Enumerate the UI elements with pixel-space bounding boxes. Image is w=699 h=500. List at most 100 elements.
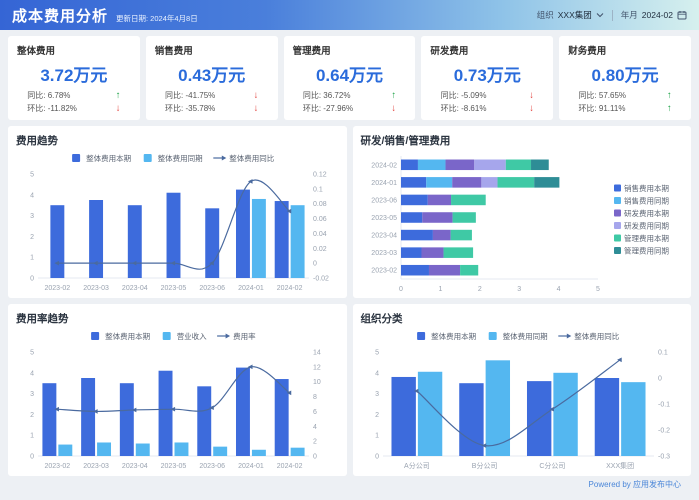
legend-item[interactable]: 整体费用同期 (143, 153, 203, 163)
axis-label: 营业收入 (177, 331, 207, 341)
bar-segment[interactable] (417, 159, 446, 171)
org-category-chart[interactable]: 0 1 2 3 4 5 -0.3 -0.2 -0.1 0 0.1 A分公司 B分公司 C分公司 XXX集团 整… (361, 328, 684, 472)
bar-segment[interactable] (425, 177, 452, 188)
legend-item[interactable]: 整体费用同比 (557, 331, 619, 341)
bar-segment[interactable] (400, 159, 418, 171)
trend-arrow-icon: ↓ (391, 102, 397, 114)
legend-item[interactable]: 销售费用本期 (613, 183, 669, 193)
legend-item[interactable]: 研发费用同期 (613, 221, 669, 231)
bar[interactable] (166, 192, 181, 278)
rd-sales-admin-chart[interactable]: 0 1 2 3 4 5 2024-02 2024-01 2023-06 2023-05 2023-0… (361, 150, 684, 294)
axis-label: 2023-04 (122, 285, 148, 292)
axis-label: 整体费用同比 (229, 153, 274, 163)
legend-item[interactable]: 费用率 (217, 331, 256, 341)
legend-item[interactable]: 销售费用同期 (613, 196, 669, 206)
bar[interactable] (42, 383, 57, 456)
axis-label: 2023-04 (122, 463, 148, 470)
axis-label: 4 (556, 286, 560, 293)
axis-label: 0.04 (313, 231, 327, 238)
kpi-label: 研发费用 (430, 46, 469, 57)
bar-segment[interactable] (421, 212, 453, 223)
bar[interactable] (81, 378, 96, 456)
bar-segment[interactable] (480, 177, 498, 188)
bar[interactable] (552, 372, 578, 456)
bar[interactable] (58, 444, 73, 456)
bar[interactable] (594, 378, 619, 456)
bar[interactable] (485, 360, 510, 456)
bar-segment[interactable] (452, 212, 476, 223)
bar-segment[interactable] (530, 159, 549, 171)
kpi-value: 0.43万元 (178, 66, 246, 85)
bar[interactable] (97, 442, 112, 456)
bar-segment[interactable] (443, 247, 473, 258)
bar-segment[interactable] (420, 247, 444, 258)
legend-item[interactable]: 研发费用本期 (613, 208, 669, 218)
bar[interactable] (274, 379, 289, 456)
axis-label: 2023-05 (161, 463, 187, 470)
bar-segment[interactable] (400, 194, 428, 206)
bar[interactable] (251, 198, 266, 278)
bar[interactable] (50, 205, 65, 278)
legend-item[interactable]: 整体费用本期 (72, 153, 131, 163)
legend-item[interactable]: 整体费用同比 (213, 153, 275, 163)
axis-label: 2024-02 (277, 285, 303, 292)
expense-trend-chart[interactable]: 0 1 2 3 4 5 -0.02 0 0.02 0.04 0.06 0.08 0.1 0.12 2023-… (16, 150, 339, 294)
bar[interactable] (290, 447, 305, 456)
bar-segment[interactable] (400, 247, 421, 258)
bar[interactable] (89, 200, 104, 278)
expense-rate-trend-chart[interactable]: 0 1 2 3 4 5 0 2 4 6 8 10 12 14 2023-02 2023-03 2023-04 20… (16, 328, 339, 472)
legend-item[interactable]: 管理费用本期 (613, 233, 669, 243)
kpi-card-rd: 研发费用 0.73万元 同比: -5.09% ↓ 环比: -8.61% ↓ (421, 36, 554, 120)
legend-item[interactable]: 整体费用本期 (91, 331, 150, 341)
axis-label: 10 (313, 379, 321, 386)
bar[interactable] (417, 371, 442, 456)
bar[interactable] (251, 449, 266, 456)
bar-segment[interactable] (428, 264, 460, 276)
org-select[interactable]: 组织 XXX集团 (537, 9, 604, 21)
axis-label: 0 (30, 454, 34, 461)
bar-segment[interactable] (497, 177, 534, 188)
legend-item[interactable]: 整体费用同期 (488, 331, 547, 341)
bar-segment[interactable] (533, 177, 559, 188)
bar[interactable] (127, 205, 142, 278)
bar-segment[interactable] (432, 229, 451, 241)
bar-segment[interactable] (400, 264, 429, 276)
bar-segment[interactable] (459, 264, 478, 276)
bar[interactable] (205, 208, 220, 278)
bar-segment[interactable] (400, 177, 426, 188)
header-bar: 成本费用分析 更新日期: 2024年4月8日 组织 XXX集团 年月 2024-… (0, 0, 699, 30)
panel-expense-rate-trend: 费用率趋势 0 1 2 3 4 5 0 2 4 6 8 10 12 14 2023-02 2023-03 202… (8, 304, 347, 476)
bar[interactable] (620, 382, 646, 456)
bar[interactable] (274, 201, 289, 278)
mom-text: 环比: -27.96% (302, 104, 354, 113)
bar[interactable] (213, 446, 228, 456)
bar[interactable] (119, 383, 134, 456)
kpi-label: 销售费用 (154, 46, 193, 57)
bar[interactable] (390, 376, 416, 456)
axis-label: 2023-02 (45, 285, 71, 292)
axis-label: 4 (313, 424, 317, 431)
axis-label: 0 (313, 261, 317, 268)
kpi-value: 0.73万元 (453, 66, 521, 85)
axis-label: 2023-05 (371, 215, 397, 222)
bar[interactable] (235, 189, 250, 278)
bar-segment[interactable] (505, 159, 531, 171)
bar-segment[interactable] (427, 194, 451, 206)
bar-segment[interactable] (450, 229, 472, 241)
bar[interactable] (158, 370, 173, 456)
legend-item[interactable]: 营业收入 (162, 331, 207, 341)
bar-segment[interactable] (445, 159, 474, 171)
legend-item[interactable]: 整体费用本期 (416, 331, 476, 341)
bar[interactable] (235, 367, 250, 456)
bar[interactable] (197, 386, 212, 456)
bar[interactable] (290, 205, 305, 278)
legend-item[interactable]: 管理费用同期 (613, 246, 669, 256)
bar-segment[interactable] (450, 194, 486, 206)
month-picker[interactable]: 年月 2024-02 (621, 9, 687, 21)
bar-segment[interactable] (451, 177, 481, 188)
bar[interactable] (174, 442, 189, 456)
bar-segment[interactable] (473, 159, 506, 171)
bar[interactable] (135, 443, 150, 456)
bar-segment[interactable] (400, 229, 433, 241)
bar-segment[interactable] (400, 212, 422, 223)
